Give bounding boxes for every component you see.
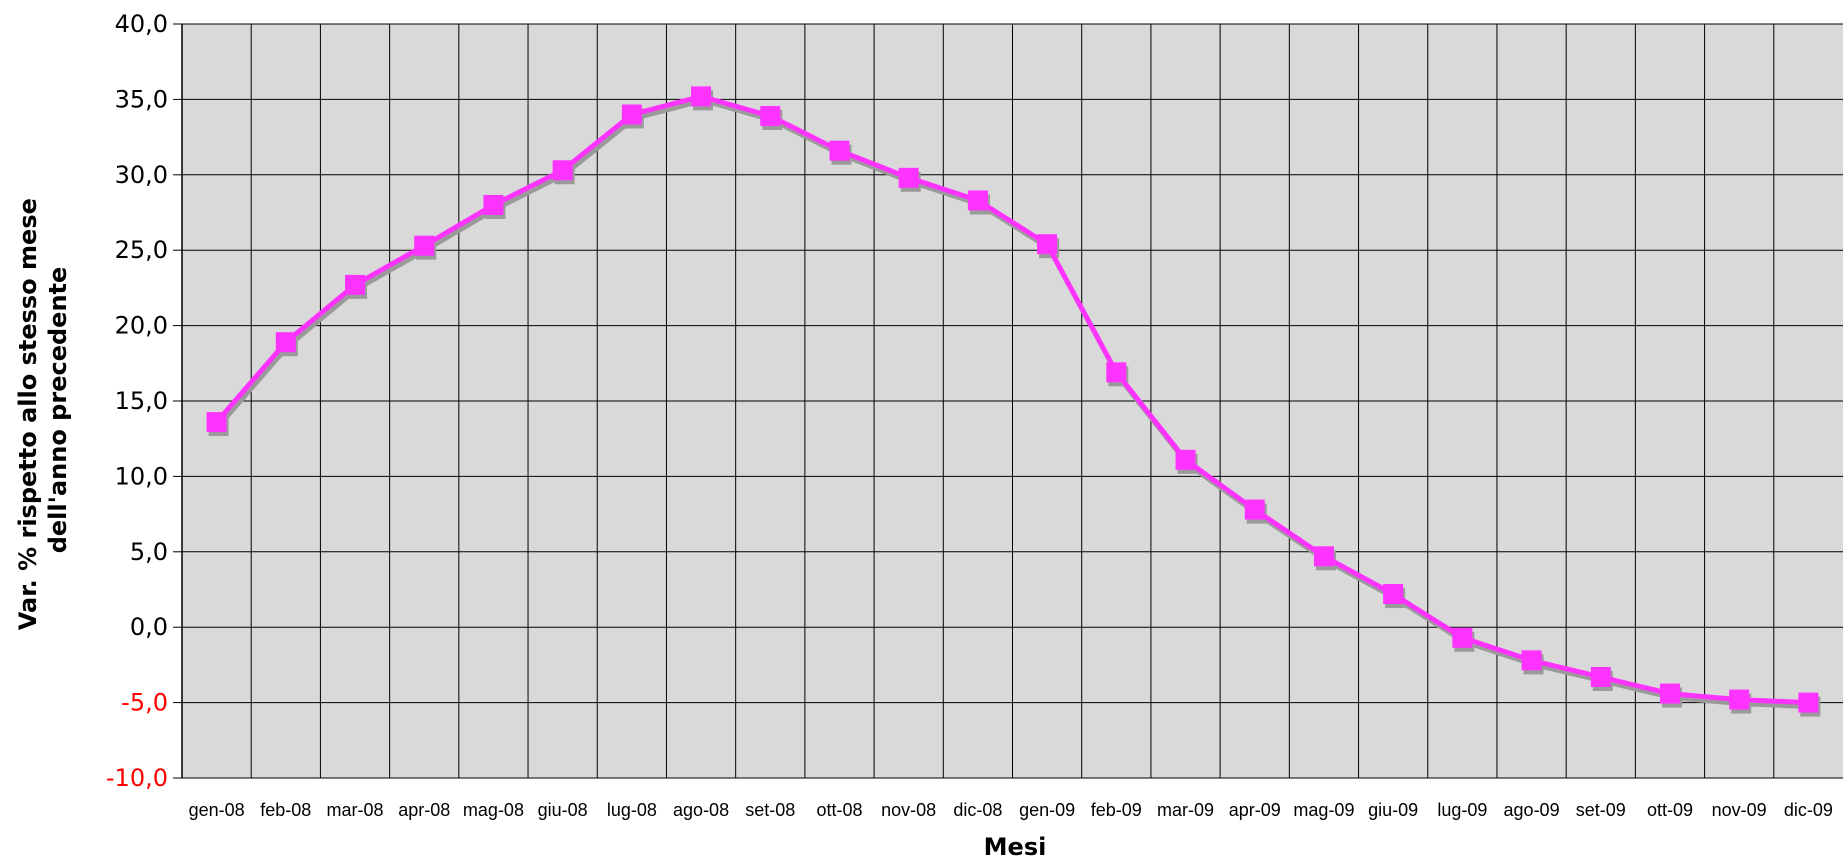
- x-tick-label: mar-08: [327, 800, 384, 820]
- y-tick-label: 15,0: [115, 387, 168, 415]
- x-tick-label: mar-09: [1157, 800, 1214, 820]
- x-tick-label: apr-08: [398, 800, 450, 820]
- y-axis-title-line-2: dell'anno precedente: [44, 267, 72, 554]
- data-point-apr-08: [414, 235, 435, 256]
- x-tick-label: lug-09: [1437, 800, 1487, 820]
- series-line: [214, 93, 1809, 706]
- data-point-mag-08: [483, 194, 504, 215]
- x-tick-label: gen-08: [189, 800, 245, 820]
- x-tick-label: mag-09: [1293, 800, 1354, 820]
- data-point-feb-09: [1106, 362, 1127, 383]
- y-tick-label: -5,0: [121, 689, 168, 717]
- data-point-lug-08: [621, 104, 642, 125]
- y-axis-title: Var. % rispetto allo stesso mese dell'an…: [14, 190, 72, 631]
- x-tick-label: ott-08: [816, 800, 862, 820]
- x-tick-label: ott-09: [1647, 800, 1693, 820]
- x-tick-label: feb-08: [260, 800, 311, 820]
- x-tick-label: giu-08: [538, 800, 588, 820]
- series-markers: [206, 86, 1819, 713]
- x-tick-label: lug-08: [607, 800, 657, 820]
- x-tick-label: mag-08: [463, 800, 524, 820]
- x-tick-label: apr-09: [1229, 800, 1281, 820]
- data-point-giu-08: [552, 160, 573, 181]
- x-tick-label: nov-08: [881, 800, 936, 820]
- data-point-lug-09: [1452, 627, 1473, 648]
- x-tick-label: nov-09: [1712, 800, 1767, 820]
- y-tick-labels: -10,0 -5,0 0,0 5,0 10,0 15,0 20,0 25,0 30,0 35,0 4…: [106, 10, 168, 792]
- data-point-nov-09: [1729, 689, 1750, 710]
- x-tick-label: dic-09: [1784, 800, 1833, 820]
- x-tick-label: dic-08: [953, 800, 1002, 820]
- data-point-mar-08: [345, 274, 366, 295]
- data-point-ago-09: [1521, 650, 1542, 671]
- data-point-nov-08: [898, 167, 919, 188]
- data-point-giu-09: [1383, 584, 1404, 605]
- data-point-apr-09: [1244, 499, 1265, 520]
- data-point-gen-08: [206, 412, 227, 433]
- y-tick-label: 30,0: [115, 161, 168, 189]
- data-point-set-08: [760, 105, 781, 126]
- x-tick-label: set-08: [745, 800, 795, 820]
- data-point-dic-09: [1798, 692, 1819, 713]
- y-tick-label: 20,0: [115, 312, 168, 340]
- x-tick-label: set-09: [1576, 800, 1626, 820]
- x-tick-label: giu-09: [1368, 800, 1418, 820]
- data-point-mar-09: [1175, 449, 1196, 470]
- y-tick-label: 40,0: [115, 10, 168, 38]
- x-tick-label: feb-09: [1091, 800, 1142, 820]
- data-point-ott-08: [829, 140, 850, 161]
- x-tick-label: ago-08: [673, 800, 729, 820]
- data-point-ago-08: [691, 86, 712, 107]
- x-tick-labels: gen-08 feb-08 mar-08 apr-08 mag-08 giu-08 lug-…: [189, 800, 1833, 820]
- series-line: [214, 93, 1809, 706]
- y-tick-label: 35,0: [115, 85, 168, 113]
- grid-lines: [182, 23, 1843, 779]
- data-point-dic-08: [967, 190, 988, 211]
- axes: [173, 23, 183, 779]
- x-tick-label: ago-09: [1504, 800, 1560, 820]
- data-point-feb-08: [275, 332, 296, 353]
- x-axis-title: Mesi: [984, 833, 1047, 859]
- x-tick-label: gen-09: [1019, 800, 1075, 820]
- data-point-ott-09: [1659, 683, 1680, 704]
- data-point-set-09: [1590, 666, 1611, 687]
- y-tick-label: -10,0: [106, 764, 168, 792]
- y-tick-label: 0,0: [130, 613, 168, 641]
- data-point-gen-09: [1037, 234, 1058, 255]
- y-tick-label: 10,0: [115, 462, 168, 490]
- data-point-mag-09: [1313, 546, 1334, 567]
- y-tick-label: 25,0: [115, 236, 168, 264]
- y-tick-label: 5,0: [130, 538, 168, 566]
- y-axis-title-line-1: Var. % rispetto allo stesso mese: [14, 198, 42, 630]
